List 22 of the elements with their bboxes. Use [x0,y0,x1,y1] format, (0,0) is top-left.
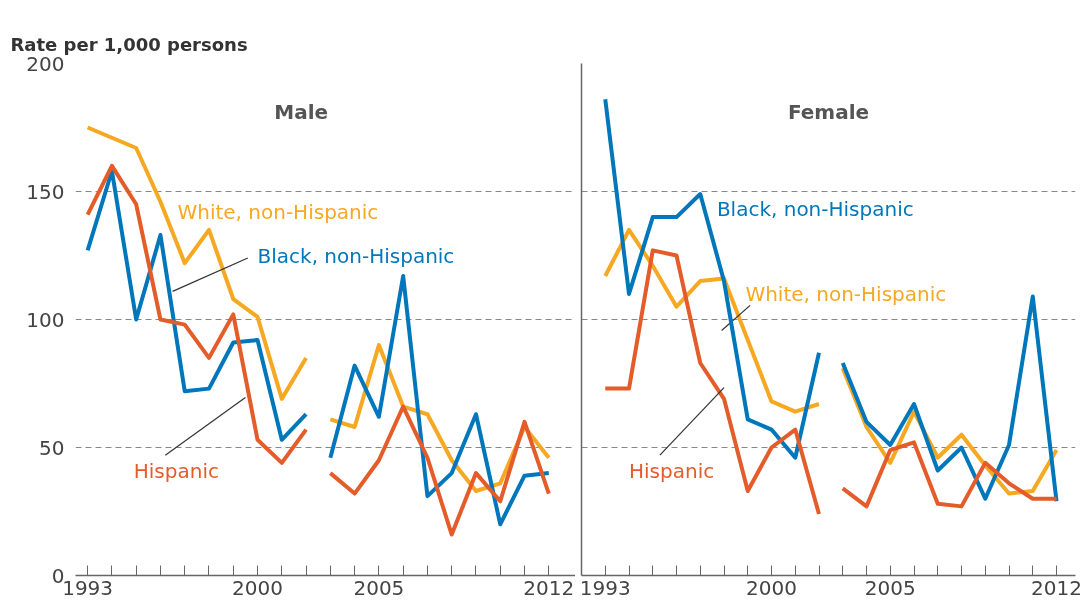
y-tick-label: 100 [26,307,65,332]
text: Hispanic [133,458,219,483]
x-tick-label: 1993 [579,575,631,600]
y-tick-label: 50 [39,435,65,460]
y-tick-label: 150 [26,179,65,204]
y-tick-label: 0 [51,563,65,588]
x-tick-label: 2005 [864,575,916,600]
x-tick-label: 2000 [232,575,283,600]
text: Black, non-Hispanic [257,243,455,268]
text: Female [787,100,870,125]
text: Male [274,100,329,125]
line-series [328,273,551,527]
x-tick-label: 1993 [62,575,114,600]
line-series [328,404,551,537]
series-label: White, non-Hispanic [745,281,947,306]
series-label: Black, non-Hispanic [716,197,914,222]
x-tick-label: 2005 [353,575,405,600]
series-label: Hispanic [629,458,715,483]
x-tick-label: 2012 [523,575,575,600]
x-tick-label: 2000 [746,575,797,600]
series-label: White, non-Hispanic [177,199,379,224]
x-tick-label: 2012 [1031,575,1082,600]
